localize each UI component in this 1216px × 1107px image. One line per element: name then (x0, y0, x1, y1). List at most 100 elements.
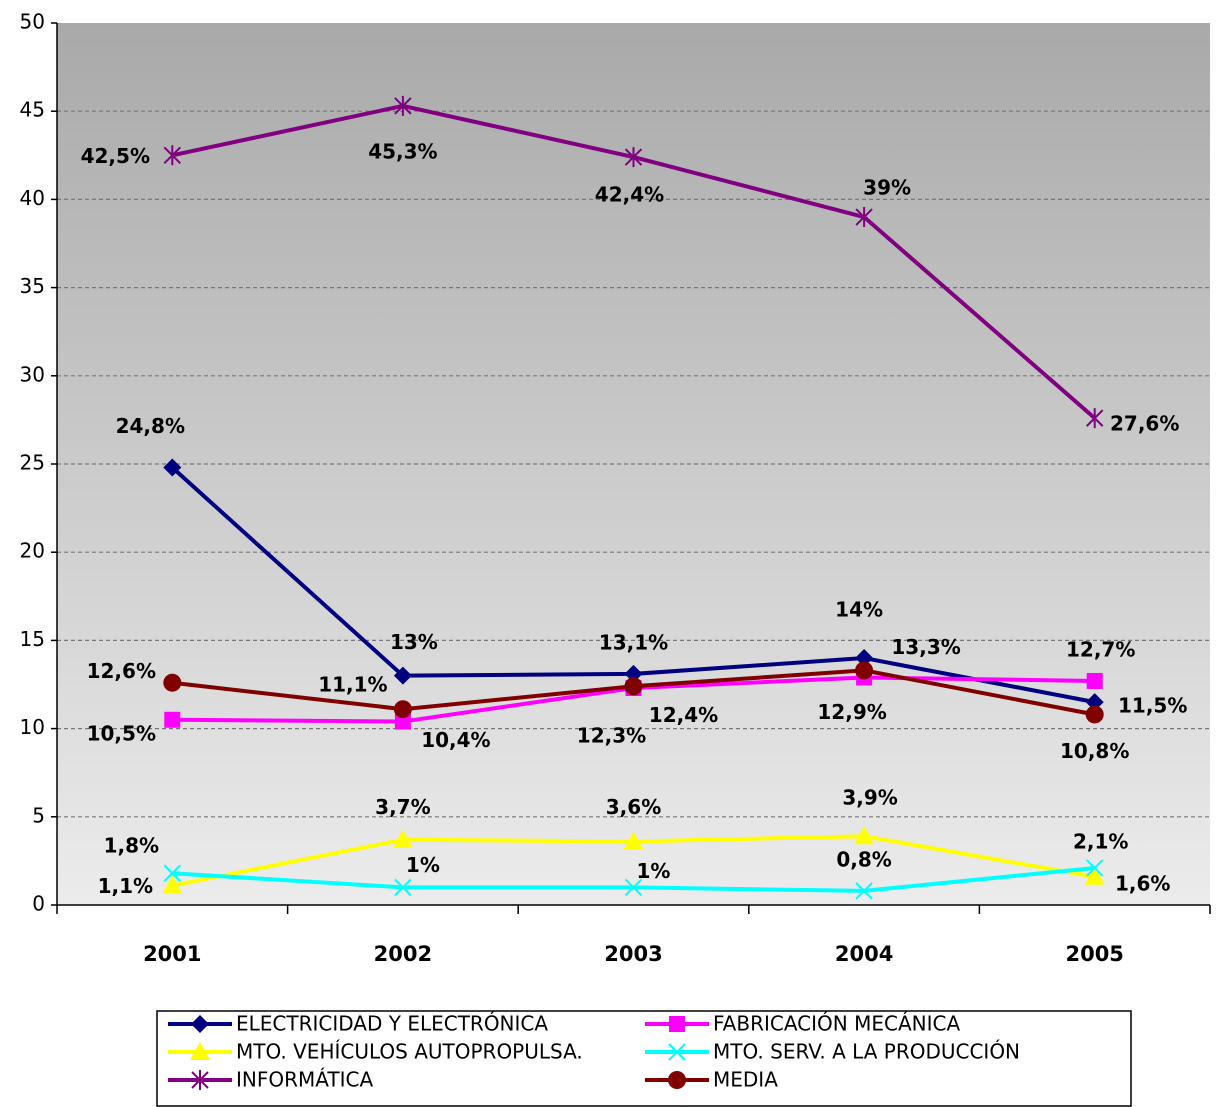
marker (668, 1043, 686, 1061)
marker-shape (163, 673, 182, 692)
marker (394, 95, 412, 116)
y-tick-label: 20 (20, 539, 45, 563)
value-label: 12,3% (577, 724, 646, 748)
value-label: 3,9% (842, 786, 897, 810)
legend-label: MTO. VEHÍCULOS AUTOPROPULSA. (236, 1040, 583, 1064)
legend-label: ELECTRICIDAD Y ELECTRÓNICA (236, 1012, 548, 1036)
marker (163, 864, 182, 882)
value-label: 10,4% (421, 728, 490, 752)
legend-box (156, 1010, 1132, 1107)
marker-shape (163, 145, 182, 166)
marker (855, 207, 873, 228)
marker (393, 700, 412, 719)
x-tick-label: 2002 (374, 942, 432, 966)
value-label: 14% (835, 598, 883, 622)
value-label: 11,1% (318, 673, 387, 697)
legend-label: MTO. SERV. A LA PRODUCCIÓN (713, 1040, 1020, 1064)
marker (1085, 693, 1104, 712)
marker-shape (854, 826, 875, 845)
x-tick-label: 2005 (1065, 942, 1123, 966)
marker-shape (855, 649, 874, 668)
value-label: 13,3% (891, 635, 960, 659)
marker-shape (668, 1043, 686, 1061)
marker-shape (190, 1042, 210, 1060)
y-tick-label: 30 (20, 362, 45, 386)
y-tick-label: 50 (20, 10, 45, 34)
value-label: 12,7% (1066, 637, 1135, 661)
marker (162, 875, 183, 894)
marker-shape (394, 713, 411, 730)
x-tick-label: 2004 (835, 942, 893, 966)
x-tick-label: 2001 (143, 942, 201, 966)
value-label: 13% (390, 630, 438, 654)
marker-shape (624, 677, 643, 696)
value-label: 45,3% (368, 139, 437, 163)
marker (624, 878, 643, 897)
marker-shape (393, 666, 412, 685)
y-tick-label: 45 (20, 98, 45, 122)
y-tick-label: 40 (20, 186, 45, 210)
marker-shape (1085, 859, 1104, 877)
marker-shape (668, 1071, 686, 1089)
value-label: 10,8% (1060, 739, 1129, 763)
value-label: 3,6% (606, 795, 661, 819)
value-label: 12,6% (87, 659, 156, 683)
value-label: 12,9% (817, 700, 886, 724)
marker (855, 661, 874, 680)
marker (191, 1070, 209, 1090)
marker (394, 713, 411, 730)
marker (1084, 866, 1105, 885)
marker-shape (623, 831, 644, 850)
marker (392, 829, 413, 848)
value-label: 24,8% (116, 414, 185, 438)
marker (624, 147, 643, 168)
marker (164, 711, 181, 728)
legend-item: MTO. VEHÍCULOS AUTOPROPULSA. (168, 1040, 583, 1064)
value-label: 1,6% (1115, 871, 1170, 895)
marker-shape (393, 700, 412, 719)
marker-shape (164, 711, 181, 728)
marker-shape (855, 882, 873, 900)
marker-shape (1084, 866, 1105, 885)
marker (1085, 859, 1104, 877)
marker (393, 666, 412, 685)
value-label: 10,5% (87, 721, 156, 745)
marker-shape (394, 878, 412, 897)
legend-item: INFORMÁTICA (168, 1068, 373, 1092)
marker-shape (855, 207, 873, 228)
value-label: 1,8% (104, 834, 159, 858)
y-tick-label: 0 (32, 892, 45, 916)
marker (163, 458, 182, 477)
marker-shape (392, 829, 413, 848)
legend-item: ELECTRICIDAD Y ELECTRÓNICA (168, 1012, 548, 1036)
marker (623, 831, 644, 850)
marker-shape (163, 458, 182, 477)
marker (624, 664, 643, 683)
value-label: 3,7% (375, 795, 430, 819)
x-tick-label: 2003 (604, 942, 662, 966)
legend-item: MTO. SERV. A LA PRODUCCIÓN (645, 1040, 1020, 1064)
marker (1085, 705, 1104, 724)
marker-shape (624, 878, 643, 897)
value-label: 1,1% (98, 874, 153, 898)
marker-shape (163, 864, 182, 882)
marker-shape (624, 147, 643, 168)
y-tick-label: 35 (20, 274, 45, 298)
marker (163, 673, 182, 692)
value-label: 27,6% (1110, 412, 1179, 436)
value-label: 13,1% (599, 630, 668, 654)
marker-shape (669, 1016, 685, 1032)
marker (855, 649, 874, 668)
marker (190, 1042, 210, 1060)
marker (163, 145, 182, 166)
marker-shape (1085, 705, 1104, 724)
marker (855, 882, 873, 900)
value-label: 42,5% (81, 144, 150, 168)
y-tick-label: 15 (20, 627, 45, 651)
marker-shape (1086, 672, 1103, 689)
marker-shape (191, 1015, 209, 1033)
marker (669, 1016, 685, 1032)
value-label: 2,1% (1073, 829, 1128, 853)
value-label: 11,5% (1118, 694, 1187, 718)
